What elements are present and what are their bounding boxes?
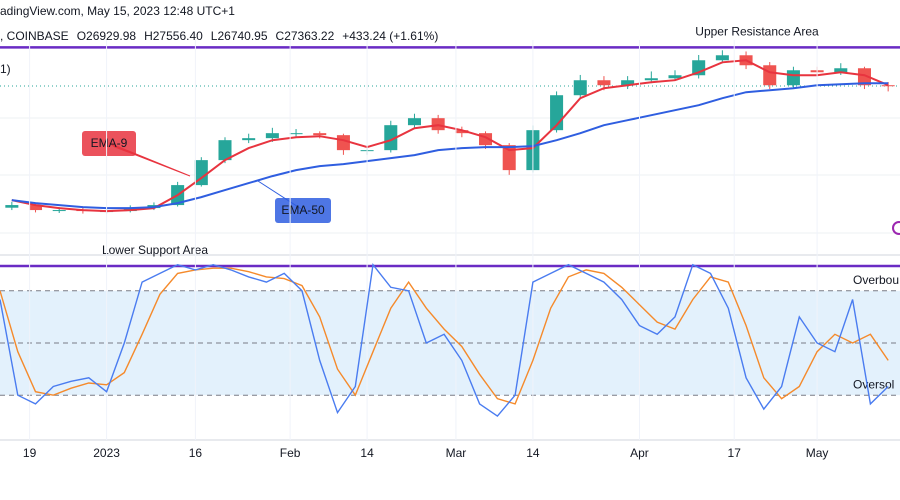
x-tick-label: Apr xyxy=(630,446,649,460)
x-tick-label: May xyxy=(806,446,829,460)
header-value: +433.24 (+1.61%) xyxy=(342,29,438,43)
alert-icon xyxy=(892,221,900,235)
x-tick-label: Mar xyxy=(446,446,467,460)
header-title: adingView.com, May 15, 2023 12:48 UTC+1 xyxy=(0,4,235,18)
candle-body xyxy=(834,68,848,73)
candle-body xyxy=(313,133,327,136)
candle-body xyxy=(715,55,729,61)
candle-body xyxy=(763,65,777,86)
candle-body xyxy=(407,118,421,126)
candle-body xyxy=(786,70,800,86)
x-tick-label: 2023 xyxy=(93,446,120,460)
candle-body xyxy=(502,145,516,171)
annotation-label: Upper Resistance Area xyxy=(695,25,819,39)
callout-box xyxy=(82,131,136,156)
candle-body xyxy=(289,133,303,135)
candle-body xyxy=(644,78,658,81)
oscillator-line xyxy=(0,262,889,418)
callout-label: EMA-50 xyxy=(281,203,325,217)
level-label: Oversol xyxy=(853,377,894,391)
x-tick-label: 17 xyxy=(728,446,742,460)
header-value: O26929.98 xyxy=(77,29,137,43)
indicator-label: 1) xyxy=(0,62,11,76)
header-value: H27556.40 xyxy=(144,29,203,43)
candle-body xyxy=(336,135,350,151)
callout-box xyxy=(275,198,331,223)
ema-line xyxy=(11,82,889,210)
x-tick-label: 16 xyxy=(189,446,203,460)
header-value: C27363.22 xyxy=(276,29,335,43)
candle-body xyxy=(431,118,445,131)
candle-body xyxy=(5,205,19,208)
x-tick-label: Feb xyxy=(280,446,301,460)
x-tick-label: 19 xyxy=(23,446,37,460)
oscillator-line xyxy=(0,267,889,405)
candle-body xyxy=(573,80,587,96)
x-tick-label: 14 xyxy=(526,446,540,460)
x-tick-label: 14 xyxy=(360,446,374,460)
callout-label: EMA-9 xyxy=(91,136,128,150)
grid xyxy=(0,117,900,441)
candle-body xyxy=(455,130,469,134)
candle-body xyxy=(384,125,398,151)
header-ohlc: , COINBASE O26929.98 H27556.40 L26740.95 C27… xyxy=(0,29,438,43)
candle-body xyxy=(668,75,682,79)
candle-body xyxy=(881,85,895,87)
candle-body xyxy=(194,160,208,186)
header-value: L26740.95 xyxy=(211,29,268,43)
header-value: , COINBASE xyxy=(0,29,69,43)
candle-body xyxy=(479,133,493,146)
candle-body xyxy=(242,138,256,141)
level-label: Overbou xyxy=(853,273,899,287)
annotation-label: Lower Support Area xyxy=(102,243,208,257)
candle-body xyxy=(597,80,611,86)
candle-body xyxy=(218,140,232,161)
candle-body xyxy=(52,210,66,212)
candle-body xyxy=(621,80,635,86)
candle-body xyxy=(857,68,871,86)
candle-body xyxy=(265,133,279,139)
candle-body xyxy=(29,205,43,211)
